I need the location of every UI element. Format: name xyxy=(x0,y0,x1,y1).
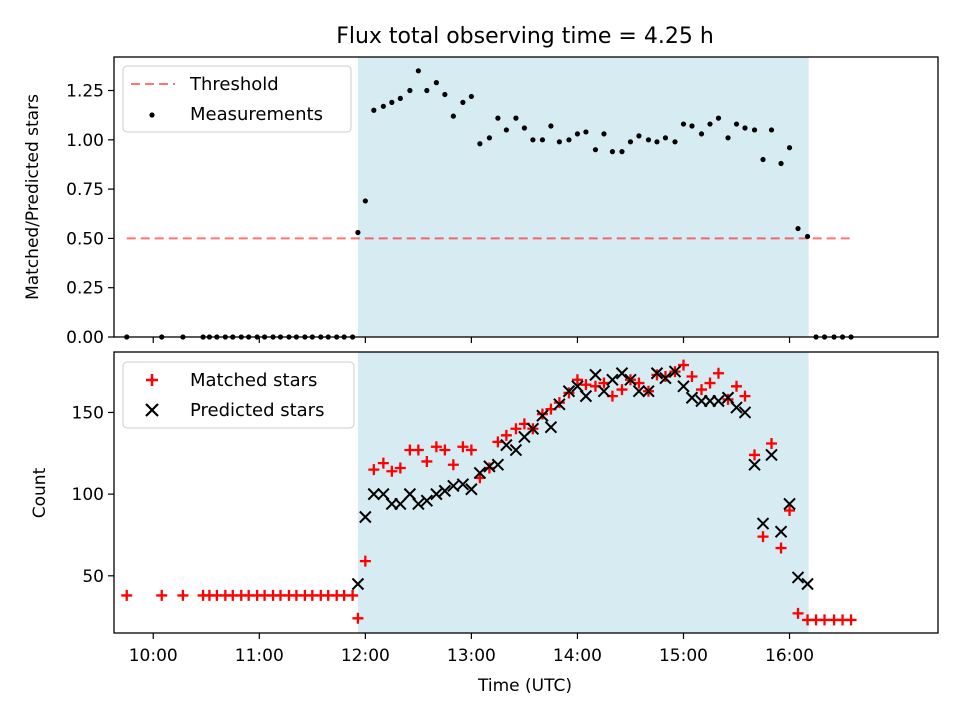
measurement-point xyxy=(451,114,456,119)
measurement-point xyxy=(769,127,774,132)
x-axis-label: Time (UTC) xyxy=(477,676,572,696)
legend-measurements-swatch xyxy=(149,112,154,117)
measurement-point xyxy=(355,230,360,235)
measurement-point xyxy=(725,135,730,140)
measurement-point xyxy=(566,137,571,142)
measurement-point xyxy=(699,131,704,136)
measurement-point xyxy=(795,226,800,231)
measurement-point xyxy=(663,135,668,140)
measurement-point xyxy=(760,157,765,162)
measurement-point xyxy=(469,94,474,99)
bottom-legend[interactable]: Matched stars Predicted stars xyxy=(123,362,354,428)
top-y-tick-label: 1.00 xyxy=(66,131,104,151)
measurement-point xyxy=(742,125,747,130)
measurement-point xyxy=(513,116,518,121)
x-tick-label: 12:00 xyxy=(341,646,390,666)
measurement-point xyxy=(689,123,694,128)
measurement-point xyxy=(363,198,368,203)
measurement-point xyxy=(557,139,562,144)
top-y-tick-label: 0.50 xyxy=(66,229,104,249)
top-legend[interactable]: Threshold Measurements xyxy=(123,66,351,132)
x-tick-label: 11:00 xyxy=(235,646,284,666)
measurement-point xyxy=(628,139,633,144)
measurement-point xyxy=(389,100,394,105)
measurement-point xyxy=(460,100,465,105)
measurement-point xyxy=(778,161,783,166)
x-tick-label: 13:00 xyxy=(447,646,496,666)
chart-title: Flux total observing time = 4.25 h xyxy=(336,24,714,49)
legend-matched-label: Matched stars xyxy=(190,370,317,391)
top-y-tick-label: 0.00 xyxy=(66,328,104,348)
bottom-y-tick-label: 150 xyxy=(72,403,104,423)
legend-measurements-label: Measurements xyxy=(190,104,323,125)
measurement-point xyxy=(805,234,810,239)
measurement-point xyxy=(752,127,757,132)
legend-predicted-label: Predicted stars xyxy=(190,400,324,421)
measurement-point xyxy=(654,139,659,144)
bottom-y-tick-label: 50 xyxy=(82,567,104,587)
measurement-point xyxy=(540,137,545,142)
figure: Flux total observing time = 4.25 h 0.00 0… xyxy=(0,0,960,720)
measurement-point xyxy=(434,80,439,85)
measurement-point xyxy=(416,68,421,73)
measurement-point xyxy=(787,145,792,150)
measurement-point xyxy=(548,123,553,128)
measurement-point xyxy=(424,88,429,93)
measurement-point xyxy=(442,92,447,97)
top-y-tick-label: 0.25 xyxy=(66,279,104,299)
measurement-point xyxy=(593,147,598,152)
measurement-point xyxy=(398,96,403,101)
x-tick-label: 14:00 xyxy=(553,646,602,666)
measurement-point xyxy=(381,104,386,109)
x-tick-label: 16:00 xyxy=(765,646,814,666)
measurement-point xyxy=(371,108,376,113)
measurement-point xyxy=(575,131,580,136)
top-y-tick-label: 0.75 xyxy=(66,180,104,200)
measurement-point xyxy=(583,129,588,134)
measurement-point xyxy=(681,121,686,126)
top-y-tick-label: 1.25 xyxy=(66,82,104,102)
measurement-point xyxy=(610,149,615,154)
measurement-point xyxy=(707,121,712,126)
top-y-axis-label: Matched/Predicted stars xyxy=(23,94,43,300)
measurement-point xyxy=(407,88,412,93)
top-panel-shaded-span xyxy=(358,57,809,337)
measurement-point xyxy=(601,131,606,136)
legend-threshold-label: Threshold xyxy=(189,74,279,95)
bottom-y-axis-label: Count xyxy=(30,467,50,518)
measurement-point xyxy=(477,141,482,146)
x-tick-label: 15:00 xyxy=(659,646,708,666)
measurement-point xyxy=(646,137,651,142)
measurement-point xyxy=(716,116,721,121)
measurement-point xyxy=(522,125,527,130)
measurement-point xyxy=(504,127,509,132)
measurement-point xyxy=(636,133,641,138)
measurement-point xyxy=(619,149,624,154)
measurement-point xyxy=(734,121,739,126)
measurement-point xyxy=(530,137,535,142)
measurement-point xyxy=(495,116,500,121)
bottom-y-tick-label: 100 xyxy=(72,485,104,505)
measurement-point xyxy=(672,139,677,144)
measurement-point xyxy=(487,135,492,140)
x-tick-label: 10:00 xyxy=(129,646,178,666)
